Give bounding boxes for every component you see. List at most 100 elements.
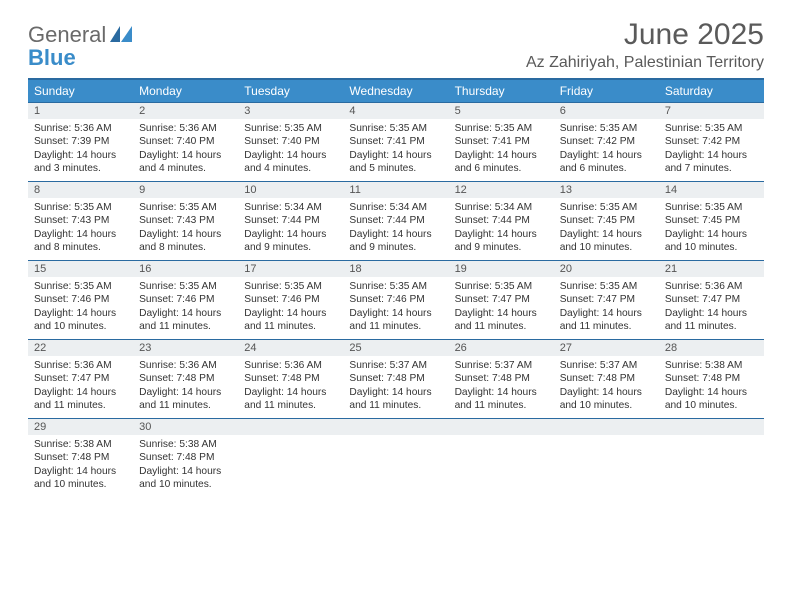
day-number: 24 xyxy=(238,340,343,356)
day-cell: Sunrise: 5:36 AMSunset: 7:40 PMDaylight:… xyxy=(133,119,238,181)
daylight-text: and 11 minutes. xyxy=(349,320,442,333)
sunset-text: Sunset: 7:43 PM xyxy=(139,214,232,227)
day-cell: Sunrise: 5:34 AMSunset: 7:44 PMDaylight:… xyxy=(238,198,343,260)
sunrise-text: Sunrise: 5:35 AM xyxy=(139,201,232,214)
day-cell: Sunrise: 5:36 AMSunset: 7:39 PMDaylight:… xyxy=(28,119,133,181)
daylight-text: Daylight: 14 hours xyxy=(139,465,232,478)
daylight-text: Daylight: 14 hours xyxy=(34,149,127,162)
day-cell: Sunrise: 5:36 AMSunset: 7:48 PMDaylight:… xyxy=(238,356,343,418)
sunset-text: Sunset: 7:47 PM xyxy=(560,293,653,306)
sunrise-text: Sunrise: 5:35 AM xyxy=(34,280,127,293)
sunset-text: Sunset: 7:41 PM xyxy=(455,135,548,148)
day-cell: Sunrise: 5:35 AMSunset: 7:46 PMDaylight:… xyxy=(238,277,343,339)
day-number: 17 xyxy=(238,261,343,277)
day-number: 14 xyxy=(659,182,764,198)
dow-sunday: Sunday xyxy=(28,80,133,102)
daylight-text: and 11 minutes. xyxy=(665,320,758,333)
day-number: 22 xyxy=(28,340,133,356)
day-number: 5 xyxy=(449,103,554,119)
day-number-row: 891011121314 xyxy=(28,182,764,198)
sunrise-text: Sunrise: 5:35 AM xyxy=(349,280,442,293)
day-body-row: Sunrise: 5:36 AMSunset: 7:39 PMDaylight:… xyxy=(28,119,764,181)
daylight-text: Daylight: 14 hours xyxy=(34,465,127,478)
sunset-text: Sunset: 7:41 PM xyxy=(349,135,442,148)
day-cell: Sunrise: 5:35 AMSunset: 7:45 PMDaylight:… xyxy=(659,198,764,260)
day-cell: Sunrise: 5:35 AMSunset: 7:41 PMDaylight:… xyxy=(449,119,554,181)
sunset-text: Sunset: 7:48 PM xyxy=(560,372,653,385)
sunset-text: Sunset: 7:47 PM xyxy=(665,293,758,306)
daylight-text: and 5 minutes. xyxy=(349,162,442,175)
sunrise-text: Sunrise: 5:35 AM xyxy=(665,122,758,135)
sunset-text: Sunset: 7:43 PM xyxy=(34,214,127,227)
day-number: 12 xyxy=(449,182,554,198)
brand-logo: General Blue xyxy=(28,18,132,70)
sunrise-text: Sunrise: 5:34 AM xyxy=(349,201,442,214)
sunset-text: Sunset: 7:42 PM xyxy=(560,135,653,148)
sunrise-text: Sunrise: 5:36 AM xyxy=(139,122,232,135)
daylight-text: and 10 minutes. xyxy=(34,320,127,333)
daylight-text: and 6 minutes. xyxy=(560,162,653,175)
location-subtitle: Az Zahiriyah, Palestinian Territory xyxy=(526,54,764,72)
day-number-row: 2930 xyxy=(28,419,764,435)
sunrise-text: Sunrise: 5:34 AM xyxy=(244,201,337,214)
dow-monday: Monday xyxy=(133,80,238,102)
daylight-text: and 8 minutes. xyxy=(139,241,232,254)
daylight-text: and 11 minutes. xyxy=(560,320,653,333)
daylight-text: Daylight: 14 hours xyxy=(349,386,442,399)
sunset-text: Sunset: 7:48 PM xyxy=(455,372,548,385)
day-cell xyxy=(554,435,659,497)
daylight-text: and 11 minutes. xyxy=(34,399,127,412)
day-number: 27 xyxy=(554,340,659,356)
day-number: 2 xyxy=(133,103,238,119)
day-number: 1 xyxy=(28,103,133,119)
daylight-text: and 10 minutes. xyxy=(665,241,758,254)
day-cell: Sunrise: 5:35 AMSunset: 7:41 PMDaylight:… xyxy=(343,119,448,181)
day-cell: Sunrise: 5:35 AMSunset: 7:40 PMDaylight:… xyxy=(238,119,343,181)
daylight-text: Daylight: 14 hours xyxy=(455,149,548,162)
sunset-text: Sunset: 7:44 PM xyxy=(349,214,442,227)
daylight-text: Daylight: 14 hours xyxy=(244,307,337,320)
day-number xyxy=(554,419,659,435)
daylight-text: Daylight: 14 hours xyxy=(455,386,548,399)
daylight-text: and 11 minutes. xyxy=(455,320,548,333)
day-number: 4 xyxy=(343,103,448,119)
daylight-text: Daylight: 14 hours xyxy=(349,228,442,241)
day-cell: Sunrise: 5:35 AMSunset: 7:46 PMDaylight:… xyxy=(28,277,133,339)
daylight-text: and 4 minutes. xyxy=(244,162,337,175)
day-cell: Sunrise: 5:34 AMSunset: 7:44 PMDaylight:… xyxy=(449,198,554,260)
sunset-text: Sunset: 7:48 PM xyxy=(665,372,758,385)
day-cell: Sunrise: 5:35 AMSunset: 7:43 PMDaylight:… xyxy=(28,198,133,260)
daylight-text: and 10 minutes. xyxy=(560,399,653,412)
week-row: 1234567Sunrise: 5:36 AMSunset: 7:39 PMDa… xyxy=(28,102,764,181)
day-number: 6 xyxy=(554,103,659,119)
daylight-text: Daylight: 14 hours xyxy=(560,228,653,241)
sunset-text: Sunset: 7:46 PM xyxy=(349,293,442,306)
brand-text: General Blue xyxy=(28,24,132,70)
daylight-text: and 9 minutes. xyxy=(349,241,442,254)
day-number: 13 xyxy=(554,182,659,198)
daylight-text: and 10 minutes. xyxy=(560,241,653,254)
daylight-text: and 11 minutes. xyxy=(139,320,232,333)
daylight-text: Daylight: 14 hours xyxy=(139,228,232,241)
brand-general: General xyxy=(28,22,106,47)
day-number: 20 xyxy=(554,261,659,277)
daylight-text: and 8 minutes. xyxy=(34,241,127,254)
dow-wednesday: Wednesday xyxy=(343,80,448,102)
sunrise-text: Sunrise: 5:35 AM xyxy=(349,122,442,135)
day-cell: Sunrise: 5:36 AMSunset: 7:48 PMDaylight:… xyxy=(133,356,238,418)
sunrise-text: Sunrise: 5:36 AM xyxy=(34,359,127,372)
sunrise-text: Sunrise: 5:35 AM xyxy=(455,280,548,293)
day-number: 21 xyxy=(659,261,764,277)
day-cell xyxy=(659,435,764,497)
sunrise-text: Sunrise: 5:36 AM xyxy=(34,122,127,135)
sunset-text: Sunset: 7:46 PM xyxy=(34,293,127,306)
day-number-row: 15161718192021 xyxy=(28,261,764,277)
sunset-text: Sunset: 7:48 PM xyxy=(139,372,232,385)
header: General Blue June 2025 Az Zahiriyah, Pal… xyxy=(28,18,764,72)
weeks-container: 1234567Sunrise: 5:36 AMSunset: 7:39 PMDa… xyxy=(28,102,764,497)
daylight-text: Daylight: 14 hours xyxy=(560,149,653,162)
day-body-row: Sunrise: 5:38 AMSunset: 7:48 PMDaylight:… xyxy=(28,435,764,497)
day-number: 30 xyxy=(133,419,238,435)
daylight-text: and 10 minutes. xyxy=(34,478,127,491)
day-cell: Sunrise: 5:37 AMSunset: 7:48 PMDaylight:… xyxy=(343,356,448,418)
